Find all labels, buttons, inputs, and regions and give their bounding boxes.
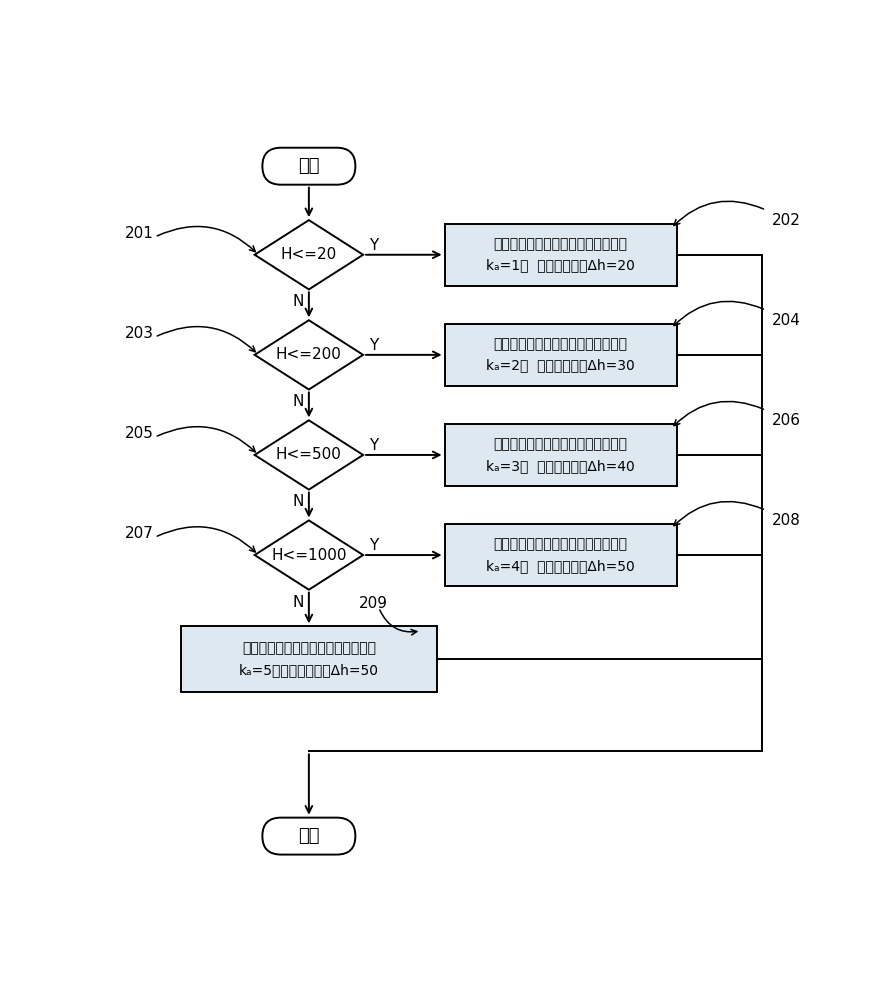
- Text: 203: 203: [125, 326, 154, 341]
- Text: 204: 204: [772, 313, 800, 328]
- Text: 208: 208: [772, 513, 800, 528]
- FancyBboxPatch shape: [444, 524, 677, 586]
- Text: H<=20: H<=20: [280, 247, 337, 262]
- Text: N: N: [292, 394, 303, 409]
- Text: 202: 202: [772, 213, 800, 228]
- Text: 该地形判定为平原，令地形类型参数: 该地形判定为平原，令地形类型参数: [494, 237, 627, 251]
- Text: Y: Y: [369, 338, 378, 353]
- FancyBboxPatch shape: [263, 818, 355, 855]
- Text: kₐ=5，高程分层高度Δh=50: kₐ=5，高程分层高度Δh=50: [239, 663, 379, 677]
- Text: 该地形判定为高山，令地形类型参数: 该地形判定为高山，令地形类型参数: [242, 641, 376, 655]
- Polygon shape: [255, 420, 363, 490]
- Text: Y: Y: [369, 438, 378, 453]
- Text: 该地形判定为丘陵，令地形类型参数: 该地形判定为丘陵，令地形类型参数: [494, 337, 627, 351]
- Text: 206: 206: [772, 413, 800, 428]
- Polygon shape: [255, 220, 363, 289]
- Text: 205: 205: [125, 426, 154, 441]
- Text: 201: 201: [125, 226, 154, 241]
- Text: 开始: 开始: [298, 157, 320, 175]
- Text: 207: 207: [125, 526, 154, 541]
- Text: H<=200: H<=200: [276, 347, 342, 362]
- FancyBboxPatch shape: [263, 148, 355, 185]
- Text: kₐ=1，  高程分层高度Δh=20: kₐ=1， 高程分层高度Δh=20: [486, 259, 635, 273]
- Text: H<=500: H<=500: [276, 447, 342, 462]
- Text: H<=1000: H<=1000: [271, 548, 346, 563]
- Text: 该地形判定为中山，令地形类型参数: 该地形判定为中山，令地形类型参数: [494, 537, 627, 551]
- Text: kₐ=3，  高程分层高度Δh=40: kₐ=3， 高程分层高度Δh=40: [486, 459, 635, 473]
- Text: kₐ=2，  高程分层高度Δh=30: kₐ=2， 高程分层高度Δh=30: [486, 359, 635, 373]
- Polygon shape: [255, 520, 363, 590]
- Text: 209: 209: [360, 596, 388, 611]
- FancyBboxPatch shape: [444, 424, 677, 486]
- FancyBboxPatch shape: [444, 324, 677, 386]
- Text: 该地形判定为低山，令地形类型参数: 该地形判定为低山，令地形类型参数: [494, 437, 627, 451]
- Text: N: N: [292, 595, 303, 610]
- Polygon shape: [255, 320, 363, 389]
- Text: Y: Y: [369, 238, 378, 253]
- Text: Y: Y: [369, 538, 378, 553]
- Text: N: N: [292, 294, 303, 309]
- Text: 结束: 结束: [298, 827, 320, 845]
- FancyBboxPatch shape: [444, 224, 677, 286]
- Text: N: N: [292, 494, 303, 509]
- FancyBboxPatch shape: [181, 626, 437, 692]
- Text: kₐ=4，  高程分层高度Δh=50: kₐ=4， 高程分层高度Δh=50: [486, 559, 635, 573]
